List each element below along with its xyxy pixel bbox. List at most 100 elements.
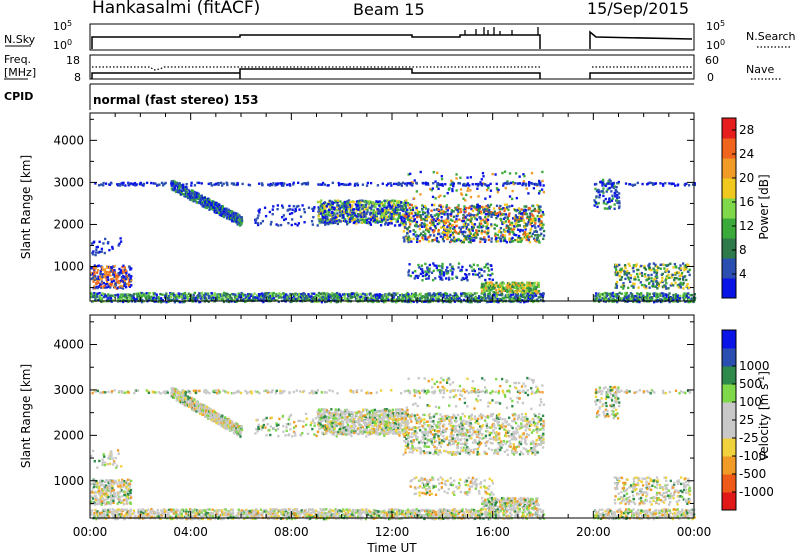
range-cell — [614, 188, 617, 192]
range-cell — [526, 233, 529, 236]
range-cell — [391, 199, 394, 202]
range-cell — [99, 511, 102, 515]
range-cell — [488, 195, 492, 198]
range-cell — [247, 295, 250, 298]
range-cell — [99, 283, 102, 286]
range-cell — [363, 293, 367, 296]
range-cell — [178, 300, 181, 304]
range-cell — [110, 266, 113, 269]
range-cell — [427, 277, 430, 280]
range-cell — [435, 293, 438, 296]
range-cell — [312, 209, 315, 213]
range-cell — [443, 236, 447, 239]
range-cell — [597, 190, 600, 193]
range-cell — [614, 273, 618, 277]
range-cell — [419, 170, 422, 174]
range-cell — [289, 293, 292, 296]
range-cell — [121, 294, 124, 298]
range-cell — [510, 298, 514, 302]
range-cell — [102, 242, 105, 245]
range-cell — [390, 215, 393, 219]
range-cell — [516, 285, 519, 288]
range-cell — [420, 225, 424, 228]
range-cell — [474, 182, 478, 186]
range-cell — [377, 300, 380, 303]
range-cell — [160, 300, 163, 304]
range-cell — [537, 285, 541, 288]
range-cell — [521, 215, 524, 219]
range-cell — [232, 293, 235, 296]
range-cell — [336, 222, 340, 226]
range-cell — [533, 230, 536, 233]
range-cell — [147, 512, 150, 516]
range-cell — [492, 213, 495, 216]
range-cell — [414, 211, 417, 215]
range-cell — [366, 181, 370, 185]
range-cell — [499, 214, 502, 217]
range-cell — [638, 272, 642, 276]
nsky-panel — [89, 23, 695, 51]
range-cell — [472, 215, 476, 218]
range-cell — [142, 182, 146, 186]
range-cell — [231, 210, 234, 213]
range-cell — [377, 212, 380, 215]
range-cell — [493, 210, 496, 213]
range-cell — [373, 218, 376, 222]
range-cell — [207, 201, 211, 204]
range-cell — [468, 300, 471, 304]
range-cell — [107, 508, 110, 512]
range-cell — [462, 298, 466, 302]
range-cell — [446, 191, 449, 195]
range-cell — [436, 212, 439, 216]
range-cell — [97, 184, 101, 187]
range-cell — [523, 291, 527, 295]
range-cell — [369, 218, 373, 221]
range-cell — [471, 227, 474, 231]
range-cell — [532, 287, 535, 290]
range-cell — [97, 277, 101, 281]
range-cell — [534, 222, 537, 225]
range-cell — [491, 172, 494, 176]
range-cell — [452, 210, 455, 213]
range-cell — [623, 270, 626, 273]
range-cell — [538, 292, 542, 296]
range-cell — [526, 281, 529, 284]
range-cell — [409, 181, 412, 185]
range-cell — [404, 203, 407, 206]
range-cell — [597, 201, 600, 205]
range-cell — [523, 226, 527, 229]
range-cell — [407, 240, 410, 244]
range-cell — [131, 512, 134, 515]
range-cell — [418, 239, 422, 243]
range-cell — [151, 509, 154, 512]
range-cell — [257, 298, 261, 302]
range-cell — [419, 193, 422, 196]
range-cell — [291, 292, 294, 296]
range-cell — [519, 236, 522, 240]
range-cell — [436, 217, 439, 221]
range-cell — [648, 286, 651, 289]
range-cell — [347, 183, 350, 186]
range-cell — [486, 212, 489, 216]
range-cell — [121, 300, 125, 304]
range-cell — [684, 264, 688, 267]
range-cell — [364, 203, 368, 207]
range-cell — [418, 227, 421, 231]
range-cell — [219, 207, 222, 210]
range-cell — [186, 193, 190, 197]
range-cell — [465, 225, 469, 228]
range-cell — [376, 202, 379, 206]
range-cell — [404, 300, 407, 303]
range-cell — [449, 214, 453, 217]
range-cell — [412, 293, 415, 296]
range-cell — [658, 293, 661, 296]
range-cell — [101, 515, 104, 518]
range-cell — [627, 298, 630, 302]
range-cell — [153, 510, 157, 514]
range-cell — [670, 282, 673, 285]
range-cell — [105, 295, 108, 299]
range-cell — [96, 295, 99, 298]
range-cell — [509, 297, 512, 300]
range-cell — [513, 225, 516, 228]
range-cell — [259, 293, 262, 296]
